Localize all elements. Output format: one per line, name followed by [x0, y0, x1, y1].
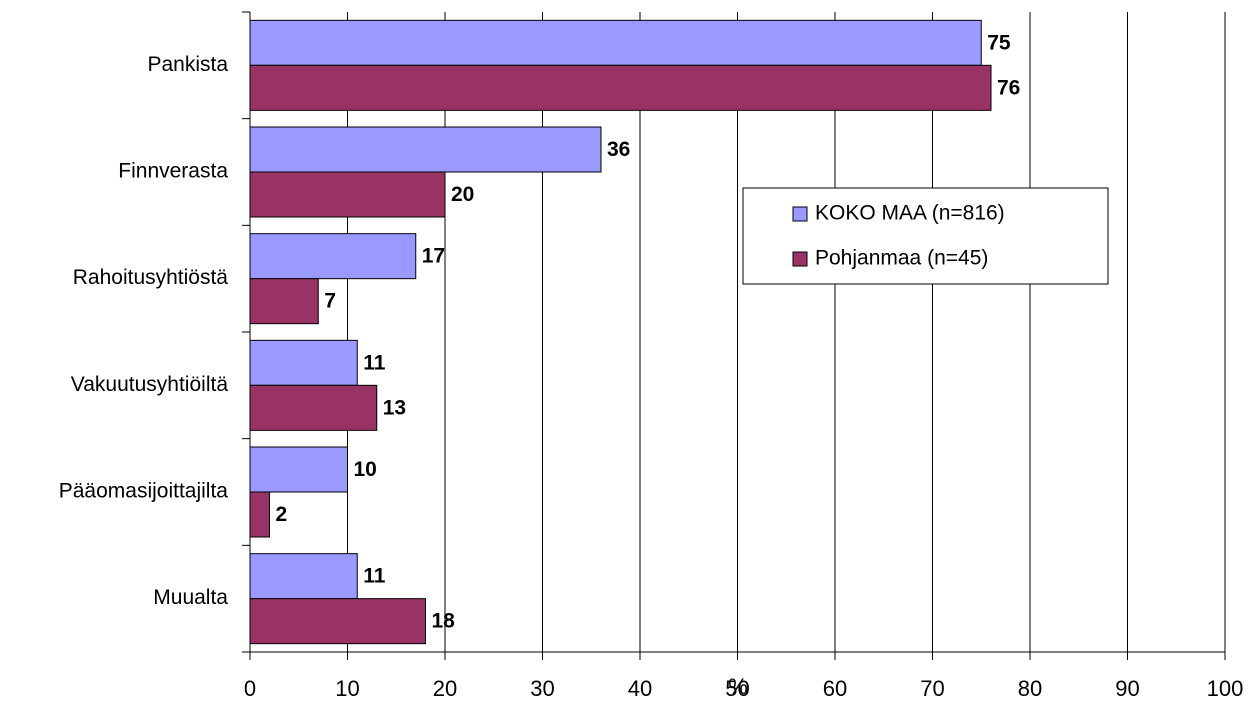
bar	[249, 64, 992, 111]
y-tick-label: Rahoitusyhtiöstä	[73, 266, 229, 289]
data-label: 13	[383, 396, 406, 419]
data-label: 2	[276, 503, 288, 526]
y-tick-label: Pankista	[147, 53, 228, 76]
y-tick-label: Pääomasijoittajilta	[59, 480, 229, 503]
x-tick-label: 0	[244, 676, 256, 701]
x-tick-label: 80	[1018, 676, 1042, 701]
data-label: 18	[432, 610, 456, 633]
data-label: 20	[451, 183, 474, 206]
bar	[249, 384, 378, 431]
bar	[249, 278, 319, 325]
bar	[249, 126, 602, 173]
bar	[249, 446, 348, 493]
x-tick-label: 10	[335, 676, 359, 701]
x-tick-label: 30	[530, 676, 554, 701]
data-label: 75	[987, 31, 1011, 54]
data-label: 17	[422, 245, 445, 268]
bar	[249, 553, 358, 600]
x-tick-label: 40	[628, 676, 652, 701]
bar	[249, 339, 358, 386]
y-tick-label: Finnverasta	[118, 160, 228, 183]
data-label: 11	[363, 565, 386, 588]
bar	[249, 171, 446, 218]
x-tick-label: 100	[1207, 676, 1244, 701]
x-tick-label: 70	[920, 676, 944, 701]
data-label: 7	[324, 290, 336, 313]
x-tick-label: 50	[725, 676, 749, 701]
legend-swatch	[792, 251, 808, 267]
data-label: 11	[363, 351, 386, 374]
legend-swatch	[792, 206, 808, 222]
y-tick-label: Muualta	[153, 586, 228, 609]
data-label: 36	[607, 138, 630, 161]
bar	[249, 233, 417, 280]
x-tick-label: 90	[1115, 676, 1139, 701]
x-tick-label: 60	[823, 676, 847, 701]
x-tick-label: 20	[433, 676, 457, 701]
bar	[249, 491, 270, 538]
bar	[249, 19, 982, 66]
legend-box	[742, 187, 1109, 285]
x-axis-label: %	[728, 674, 748, 699]
y-tick-label: Vakuutusyhtiöiltä	[71, 373, 229, 396]
bar	[249, 598, 426, 645]
legend: KOKO MAA (n=816) Pohjanmaa (n=45)	[742, 187, 1109, 285]
legend-label: KOKO MAA (n=816)	[815, 202, 1005, 225]
data-label: 76	[997, 76, 1020, 99]
legend-label: Pohjanmaa (n=45)	[815, 247, 988, 270]
data-label: 10	[354, 458, 377, 481]
